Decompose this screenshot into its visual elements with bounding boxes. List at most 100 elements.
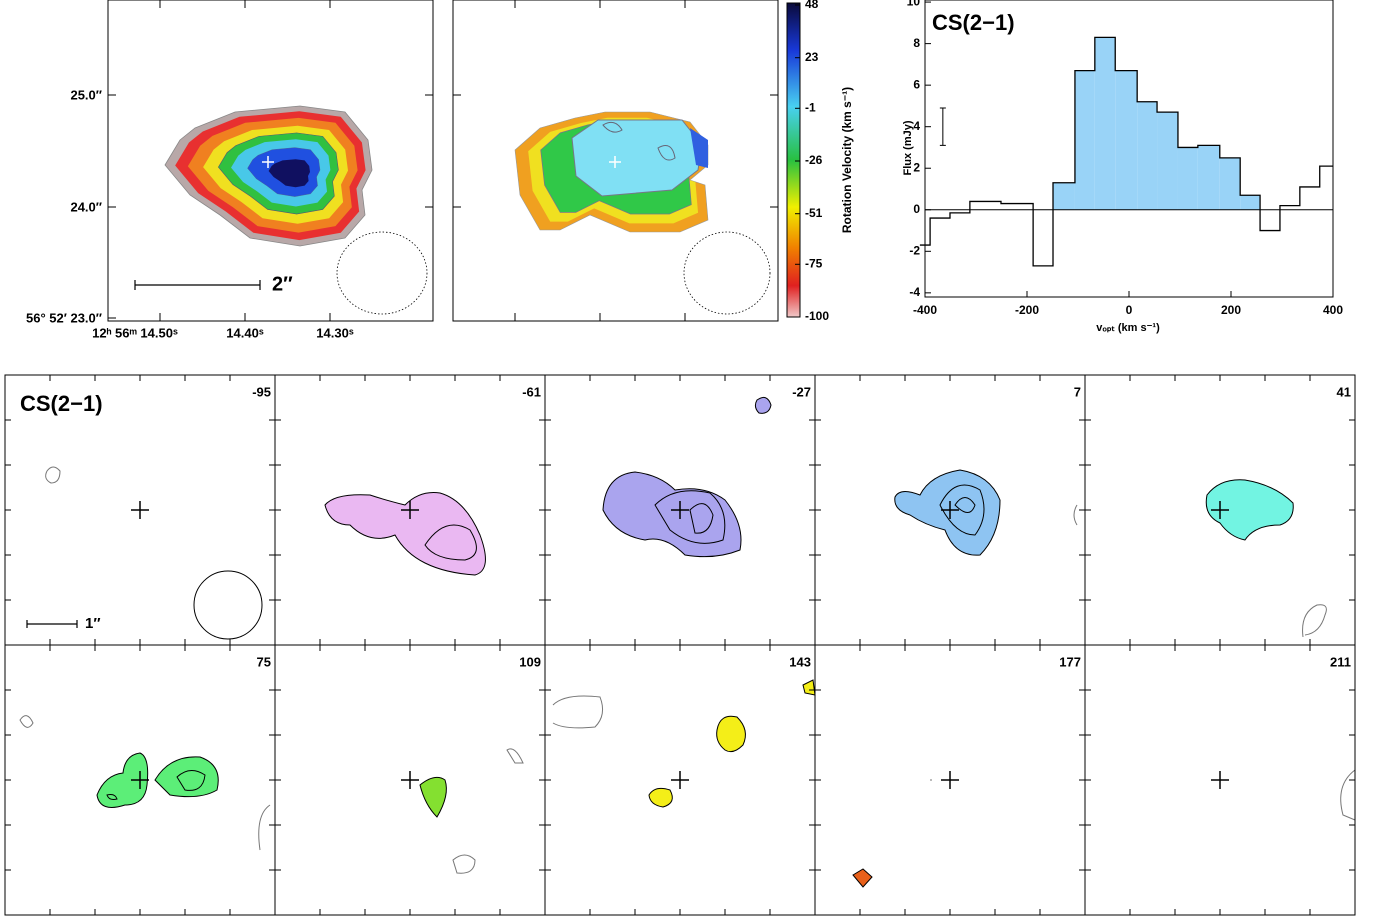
y-tick-label: 6 <box>913 77 920 91</box>
bar <box>1300 187 1320 210</box>
contour <box>424 524 477 561</box>
x-tick-label: 14.30ˢ <box>316 325 354 340</box>
y-tick-label: 25.0″ <box>70 87 102 102</box>
panel-title: CS(2−1) <box>20 391 103 416</box>
center-cross <box>401 501 419 519</box>
beam <box>193 570 263 640</box>
negative-contour <box>19 715 34 728</box>
colorbar-tick-label: 48 <box>805 0 819 11</box>
y-tick-label: 56° 52′ 23.0″ <box>26 310 102 325</box>
scale-bar <box>26 620 78 628</box>
center-cross <box>131 501 149 519</box>
panel-ticks <box>545 645 815 915</box>
panel-ticks <box>275 375 545 645</box>
map-layer <box>571 119 703 197</box>
colorbar-tick-label: -75 <box>805 256 823 270</box>
emission-blob <box>602 471 742 558</box>
scale-bar <box>134 280 261 290</box>
x-tick-label: 400 <box>1323 303 1343 317</box>
emission-blob <box>96 752 149 808</box>
emission-blob <box>648 787 673 808</box>
panel-ticks <box>5 645 275 915</box>
bar <box>1074 70 1095 210</box>
map-ticks <box>108 0 433 321</box>
x-tick-label: 0 <box>1126 303 1133 317</box>
error-bar <box>939 107 946 146</box>
emission-blob <box>324 492 486 576</box>
x-tick-label: 200 <box>1221 303 1241 317</box>
negative-contour <box>1073 504 1078 526</box>
y-tick-label: -4 <box>909 285 920 299</box>
contour <box>689 503 714 534</box>
negative-contour <box>45 466 61 484</box>
y-tick-label: 10 <box>907 0 921 8</box>
map-frame <box>452 0 779 322</box>
scale-bar-label: 2″ <box>272 273 293 295</box>
channel-velocity: 143 <box>789 654 811 669</box>
channel-velocity: 109 <box>519 654 541 669</box>
channel-velocity: 211 <box>1330 654 1351 669</box>
center-cross <box>609 156 621 168</box>
bar <box>1115 70 1138 210</box>
y-tick-label: 24.0″ <box>70 199 102 214</box>
x-axis-label: vₒₚₜ (km s⁻¹) <box>1096 322 1160 334</box>
emission-blob <box>894 469 1001 556</box>
emission-blob <box>852 868 873 888</box>
center-cross <box>401 771 419 789</box>
contour <box>176 770 206 791</box>
emission-blob <box>802 679 816 696</box>
panel-ticks <box>1085 375 1355 645</box>
channel-velocity: 7 <box>1074 384 1081 399</box>
velocity-map: Rotation Velocity (km s⁻¹) <box>452 0 854 322</box>
colorbar-label: Rotation Velocity (km s⁻¹) <box>840 87 854 233</box>
channel-panel: 177 <box>814 644 1086 916</box>
negative-contour <box>506 748 524 764</box>
channel-velocity: 41 <box>1337 384 1351 399</box>
contour <box>939 484 985 536</box>
x-tick-label: 14.40ˢ <box>226 325 264 340</box>
y-tick-label: -2 <box>909 243 920 257</box>
colorbar-tick-label: -100 <box>805 309 829 323</box>
y-tick-label: 4 <box>913 119 920 133</box>
chart-title: CS(2−1) <box>932 10 1015 35</box>
center-cross <box>1211 501 1229 519</box>
x-tick-label: -400 <box>913 303 937 317</box>
y-axis-label: Flux (mJy) <box>902 120 914 175</box>
map-layer <box>690 128 708 168</box>
contour <box>106 794 118 800</box>
channel-maps: -95 CS(2−1) 1″ -61 -27 7 41 75 109 143 177 211 <box>4 374 1356 916</box>
y-tick-label: 2 <box>913 160 920 174</box>
bar <box>1177 147 1198 210</box>
channel-panel: -27 <box>544 374 816 646</box>
map-frame <box>107 0 434 322</box>
panel-ticks <box>275 645 545 915</box>
channel-panel: 41 <box>1084 374 1356 646</box>
spectrum: Flux (mJy) vₒₚₜ (km s⁻¹) CS(2−1) -400 -20… <box>902 0 1343 334</box>
bar <box>1053 182 1075 210</box>
bar <box>1219 157 1241 210</box>
center-cross <box>671 501 689 519</box>
negative-contour <box>452 854 476 874</box>
map-contour <box>602 121 676 161</box>
channel-velocity: -95 <box>252 384 271 399</box>
center-cross <box>941 501 959 519</box>
center-cross <box>131 771 149 789</box>
channel-panel: 75 <box>4 644 276 916</box>
channel-panel: -61 <box>274 374 546 646</box>
step-outline <box>919 36 1333 267</box>
bar <box>1137 101 1158 210</box>
negative-contour <box>258 804 271 851</box>
panel-ticks <box>815 375 1085 645</box>
center-cross <box>1211 771 1229 789</box>
bar <box>1260 210 1280 231</box>
beam <box>683 231 771 315</box>
negative-contour <box>1302 604 1327 638</box>
x-tick-label: 12ʰ 56ᵐ 14.50ˢ <box>92 325 178 340</box>
intensity-map: 2″ 25.0″ 24.0″ 56° 52′ 23.0″ 12ʰ 56ᵐ 14.… <box>26 0 434 340</box>
bar <box>930 210 950 218</box>
channel-panel: 211 <box>1084 644 1356 916</box>
x-tick-label: -200 <box>1015 303 1039 317</box>
center-cross <box>671 771 689 789</box>
colorbar-tick-label: -51 <box>805 206 823 220</box>
